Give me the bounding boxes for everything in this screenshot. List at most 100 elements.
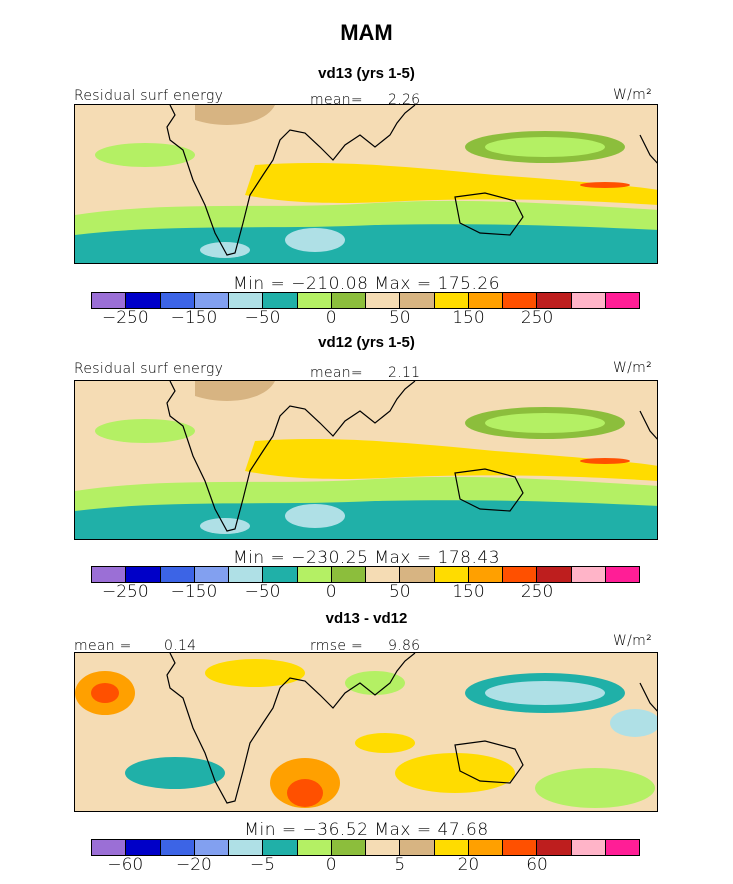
colorbar-swatch	[434, 567, 469, 582]
colorbar-swatch	[92, 840, 127, 855]
panel-2-colorbar	[91, 566, 640, 583]
contour-region	[95, 143, 195, 167]
contour-region	[485, 413, 605, 433]
colorbar-swatch	[468, 293, 503, 308]
colorbar-swatch	[126, 293, 161, 308]
contour-region	[75, 200, 657, 235]
contour-region	[75, 476, 657, 511]
colorbar-swatch	[434, 840, 469, 855]
contour-region	[535, 768, 655, 808]
colorbar-swatch	[92, 567, 127, 582]
colorbar-swatch	[571, 293, 606, 308]
colorbar-swatch	[571, 567, 606, 582]
colorbar-tick-label: −5	[250, 855, 276, 875]
panel-3-rmse-value: 9.86	[388, 638, 421, 654]
colorbar-swatch	[605, 840, 639, 855]
colorbar-swatch	[366, 840, 401, 855]
panel-1-title: vd13 (yrs 1-5)	[318, 65, 415, 82]
colorbar-tick-label: 5	[394, 855, 406, 875]
colorbar-swatch	[194, 293, 229, 308]
panel-2-field-label: Residual surf energy	[74, 361, 224, 377]
colorbar-swatch	[537, 293, 572, 308]
colorbar-swatch	[160, 567, 195, 582]
panel-1-minmax: Min = −210.08 Max = 175.26	[232, 274, 501, 294]
panel-2-title: vd12 (yrs 1-5)	[318, 334, 415, 351]
contour-region	[395, 753, 515, 793]
contour-region	[245, 439, 657, 481]
panel-2-colorbar-ticks: −250 −150 −50 0 50 150 250	[91, 582, 640, 602]
coastline	[166, 653, 416, 804]
colorbar-swatch	[366, 293, 401, 308]
colorbar-swatch	[126, 840, 161, 855]
panel-1-field-label: Residual surf energy	[74, 88, 224, 104]
coastline	[454, 740, 524, 784]
contour-region	[485, 681, 605, 705]
panel-2-mean-label: mean=	[310, 365, 363, 381]
colorbar-swatch	[297, 567, 332, 582]
contour-region	[245, 163, 657, 205]
coastline	[639, 682, 657, 712]
colorbar-swatch	[503, 293, 538, 308]
colorbar-swatch	[503, 840, 538, 855]
colorbar-tick-label: 50	[388, 582, 411, 602]
colorbar-tick-label: 150	[452, 308, 485, 328]
colorbar-swatch	[297, 840, 332, 855]
colorbar-tick-label: −150	[170, 308, 218, 328]
colorbar-tick-label: 60	[526, 855, 548, 875]
colorbar-swatch	[537, 840, 572, 855]
contour-region	[610, 709, 657, 737]
panel-2-minmax: Min = −230.25 Max = 178.43	[232, 548, 501, 568]
panel-3-map-svg	[75, 653, 657, 811]
colorbar-swatch	[537, 567, 572, 582]
panel-3-colorbar-ticks: −60 −20 −5 0 5 20 60	[91, 855, 640, 875]
contour-region	[200, 242, 250, 258]
colorbar-swatch	[126, 567, 161, 582]
contour-region	[345, 671, 405, 695]
figure-title: MAM	[340, 20, 393, 45]
contour-region	[287, 779, 323, 807]
coastline	[639, 410, 657, 440]
colorbar-swatch	[503, 567, 538, 582]
colorbar-swatch	[366, 567, 401, 582]
contour-region	[91, 683, 119, 703]
colorbar-swatch	[194, 840, 229, 855]
colorbar-swatch	[331, 293, 366, 308]
colorbar-swatch	[229, 567, 264, 582]
panel-2-mean-value: 2.11	[388, 365, 421, 381]
panel-3-rmse-label: rmse =	[310, 638, 364, 654]
panel-2-map-svg	[75, 381, 657, 539]
colorbar-tick-label: −250	[101, 582, 149, 602]
panel-3-units: W/m²	[613, 633, 653, 649]
colorbar-swatch	[571, 840, 606, 855]
colorbar-tick-label: −20	[175, 855, 212, 875]
colorbar-tick-label: 0	[325, 582, 337, 602]
colorbar-swatch	[194, 567, 229, 582]
colorbar-swatch	[160, 840, 195, 855]
contour-region	[580, 458, 630, 464]
colorbar-tick-label: −60	[107, 855, 144, 875]
colorbar-swatch	[605, 293, 639, 308]
contour-region	[125, 757, 225, 789]
colorbar-swatch	[605, 567, 639, 582]
colorbar-tick-label: 0	[325, 308, 337, 328]
colorbar-swatch	[400, 293, 435, 308]
colorbar-swatch	[92, 293, 127, 308]
panel-1-units: W/m²	[613, 87, 653, 103]
panel-3-map	[74, 652, 658, 812]
coastline	[166, 105, 416, 256]
colorbar-tick-label: 50	[388, 308, 411, 328]
contour-region	[285, 504, 345, 528]
contour-region	[95, 419, 195, 443]
contour-region	[195, 105, 275, 125]
colorbar-swatch	[263, 567, 298, 582]
contour-region	[355, 733, 415, 753]
colorbar-tick-label: −50	[244, 582, 281, 602]
panel-1-colorbar-ticks: −250 −150 −50 0 50 150 250	[91, 308, 640, 328]
colorbar-swatch	[229, 840, 264, 855]
coastline	[454, 468, 524, 512]
colorbar-swatch	[331, 840, 366, 855]
colorbar-swatch	[400, 567, 435, 582]
coastline	[454, 192, 524, 236]
colorbar-swatch	[263, 293, 298, 308]
colorbar-swatch	[297, 293, 332, 308]
